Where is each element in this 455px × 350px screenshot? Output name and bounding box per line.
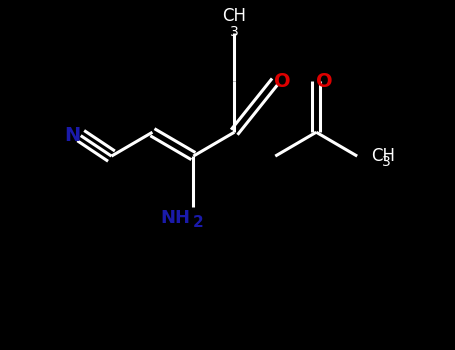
Text: O: O [316,71,333,91]
Text: 3: 3 [382,155,390,169]
Text: NH: NH [160,209,190,226]
Text: N: N [64,126,81,145]
Text: CH: CH [222,7,246,25]
Text: 3: 3 [230,25,239,38]
Text: O: O [274,71,290,91]
Text: 2: 2 [193,215,204,230]
Text: CH: CH [371,147,395,165]
